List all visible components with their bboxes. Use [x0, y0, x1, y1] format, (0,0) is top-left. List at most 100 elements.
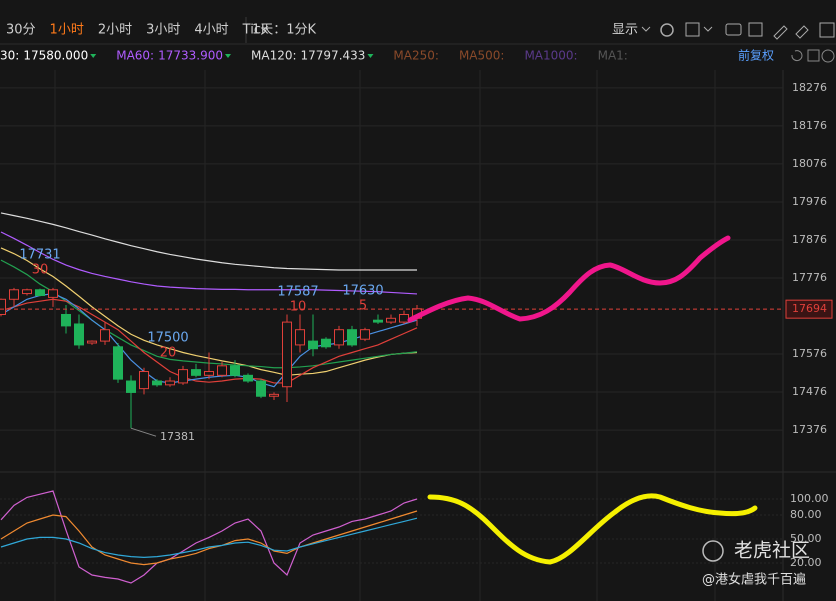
ma-arrow — [90, 54, 97, 58]
candle-body — [48, 289, 58, 298]
candle-body — [100, 329, 110, 342]
close-icon[interactable] — [807, 49, 820, 62]
ma-arrow — [367, 54, 374, 58]
ma-label: MA1: — [598, 49, 628, 63]
candle-body — [165, 380, 175, 386]
minus-icon[interactable] — [821, 49, 835, 63]
y-tick-label: 17876 — [792, 233, 827, 246]
low-label: 17381 — [160, 430, 195, 443]
y-tick-label: 18276 — [792, 81, 827, 94]
candle-body — [347, 329, 357, 346]
y-tick-label: 17476 — [792, 385, 827, 398]
extreme-label: 17587 — [277, 285, 318, 300]
candle-body — [269, 393, 279, 397]
indicator-line — [0, 510, 418, 566]
extreme-label: 17500 — [147, 331, 188, 346]
candle-body — [256, 380, 266, 397]
camera-icon[interactable] — [725, 23, 742, 36]
ma-label: MA60: — [116, 49, 154, 63]
y-tick-label: 17376 — [792, 423, 827, 436]
candle-body — [295, 329, 305, 346]
period-tab[interactable]: 30分 — [6, 23, 36, 38]
candle-body — [22, 289, 32, 295]
draw-icon[interactable] — [748, 22, 763, 37]
candle-body — [191, 369, 201, 376]
y-tick-label: 18076 — [792, 157, 827, 170]
extreme-count: 10 — [290, 300, 307, 315]
dropdown-icon — [703, 26, 713, 32]
candle-body — [334, 329, 344, 346]
ma-label: MA1000: — [524, 49, 577, 63]
last-price-label: 17694 — [792, 302, 827, 315]
candle-body — [9, 289, 19, 300]
extreme-count: 20 — [160, 346, 177, 361]
candle-body — [243, 374, 253, 382]
y-tick-label: 100.00 — [790, 492, 829, 505]
candle-body — [35, 289, 45, 296]
indicator-line — [0, 517, 418, 559]
candle-body — [230, 365, 240, 376]
candle-body — [217, 365, 227, 376]
adjust-button[interactable]: 前复权 — [738, 48, 774, 63]
y-tick-label: 18176 — [792, 119, 827, 132]
y-tick-label: 50.00 — [790, 532, 822, 545]
extreme-label: 17731 — [19, 248, 60, 263]
extreme-label: 17630 — [342, 284, 383, 299]
hand-drawn-indicator — [427, 493, 758, 565]
layout-icon[interactable] — [685, 22, 700, 37]
display-menu[interactable]: 显示 — [612, 23, 638, 38]
candle-body — [386, 317, 396, 323]
period-tab[interactable]: 1小时 — [50, 23, 84, 38]
ma-value: 17797.433 — [301, 49, 366, 63]
candle-body — [308, 340, 318, 350]
candle-body — [282, 321, 292, 388]
ma-label: 30: — [0, 49, 19, 63]
indicator-line — [0, 212, 417, 271]
more-icon[interactable] — [819, 22, 835, 38]
watermark-user: @港女虐我千百遍 — [702, 572, 806, 588]
period-tab[interactable]: 2小时 — [98, 23, 132, 38]
reset-icon[interactable] — [791, 50, 803, 62]
candle-body — [204, 371, 214, 376]
eraser-icon[interactable] — [795, 25, 809, 39]
extreme-count: 30 — [32, 263, 49, 278]
candle-body — [399, 313, 409, 323]
candle-body — [139, 371, 149, 390]
candle-body — [113, 346, 123, 380]
interval-menu[interactable]: 1天：1分K — [252, 23, 317, 38]
candle-body — [126, 380, 136, 393]
period-tab[interactable]: 4小时 — [194, 23, 228, 38]
y-tick-label: 80.00 — [790, 508, 822, 521]
candle-body — [178, 369, 188, 384]
candle-body — [0, 298, 6, 315]
ma-value: 17733.900 — [158, 49, 223, 63]
settings-icon[interactable] — [660, 23, 674, 37]
period-tab[interactable]: Tick — [242, 23, 269, 38]
y-tick-label: 17976 — [792, 195, 827, 208]
candle-body — [321, 338, 331, 348]
ma-label: MA120: — [251, 49, 297, 63]
pen-icon[interactable] — [773, 25, 788, 40]
candle-body — [74, 323, 84, 346]
candle-body — [360, 329, 370, 340]
ma-label: MA500: — [459, 49, 505, 63]
dropdown-icon — [641, 26, 651, 32]
ma-value: 17580.000 — [23, 49, 88, 63]
candle-body — [87, 340, 97, 344]
ma-arrow — [225, 54, 231, 58]
y-tick-label: 17576 — [792, 347, 827, 360]
indicator-line — [0, 490, 418, 584]
candle-body — [152, 380, 162, 386]
ma-label: MA250: — [393, 49, 439, 63]
hand-drawn-forecast — [407, 235, 731, 323]
candle-body — [373, 319, 383, 323]
period-tab[interactable]: 3小时 — [146, 23, 180, 38]
y-tick-label: 20.00 — [790, 556, 822, 569]
logo-icon — [702, 540, 724, 562]
low-pointer — [130, 427, 157, 437]
extreme-count: 5 — [359, 299, 367, 314]
